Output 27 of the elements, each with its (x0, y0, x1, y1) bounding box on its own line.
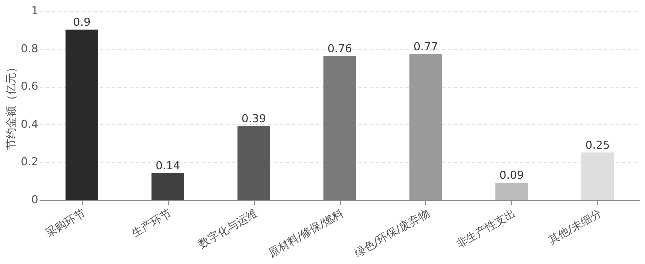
bar (324, 56, 356, 200)
y-tick-label: 0.8 (21, 42, 38, 56)
bar (410, 54, 442, 200)
x-tick-label: 原材料/修保/燃料 (266, 206, 346, 260)
x-tick-label: 数字化与运维 (196, 206, 260, 251)
bar (152, 174, 184, 200)
data-label: 0.76 (328, 42, 352, 56)
data-label: 0.9 (73, 16, 91, 29)
data-label: 0.39 (242, 112, 266, 126)
x-tick-label: 采购环节 (44, 206, 88, 240)
bar (238, 126, 270, 200)
y-tick-label: 1 (32, 4, 38, 18)
bar (496, 182, 528, 200)
x-tick-label: 生产环节 (129, 206, 174, 240)
x-tick-label: 绿色/环保/废弃物 (352, 206, 432, 260)
data-label: 0.77 (414, 40, 438, 54)
x-tick-label: 其他/未细分 (546, 206, 604, 248)
data-label: 0.09 (500, 168, 524, 182)
y-tick-label: 0.6 (21, 80, 38, 94)
data-label: 0.14 (156, 160, 180, 173)
data-label: 0.25 (586, 138, 610, 152)
x-tick-label: 非生产性支出 (454, 206, 518, 251)
y-tick-label: 0 (32, 194, 38, 206)
y-tick-label: 0.4 (21, 118, 38, 131)
y-axis-title: 节约金额（亿元） (5, 62, 18, 150)
y-tick-label: 0.2 (21, 156, 38, 169)
bar (66, 30, 98, 200)
